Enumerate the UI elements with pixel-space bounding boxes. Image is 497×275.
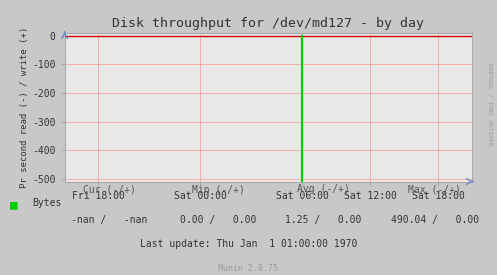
Text: 1.25 /   0.00: 1.25 / 0.00 <box>285 214 361 224</box>
Text: Cur (-/+): Cur (-/+) <box>83 184 136 194</box>
Text: 490.04 /   0.00: 490.04 / 0.00 <box>391 214 479 224</box>
Title: Disk throughput for /dev/md127 - by day: Disk throughput for /dev/md127 - by day <box>112 17 424 31</box>
Text: ■: ■ <box>10 198 17 211</box>
Text: -nan /   -nan: -nan / -nan <box>71 214 148 224</box>
Text: Munin 2.0.75: Munin 2.0.75 <box>219 264 278 273</box>
Text: Max (-/+): Max (-/+) <box>409 184 461 194</box>
Text: 0.00 /   0.00: 0.00 / 0.00 <box>180 214 257 224</box>
Text: Min (-/+): Min (-/+) <box>192 184 245 194</box>
Text: RRDTOOL / TOBI OETIKER: RRDTOOL / TOBI OETIKER <box>487 63 492 146</box>
Text: Avg (-/+): Avg (-/+) <box>297 184 349 194</box>
Text: Bytes: Bytes <box>32 198 62 208</box>
Text: Last update: Thu Jan  1 01:00:00 1970: Last update: Thu Jan 1 01:00:00 1970 <box>140 239 357 249</box>
Y-axis label: Pr second read (-) / write (+): Pr second read (-) / write (+) <box>20 27 29 188</box>
